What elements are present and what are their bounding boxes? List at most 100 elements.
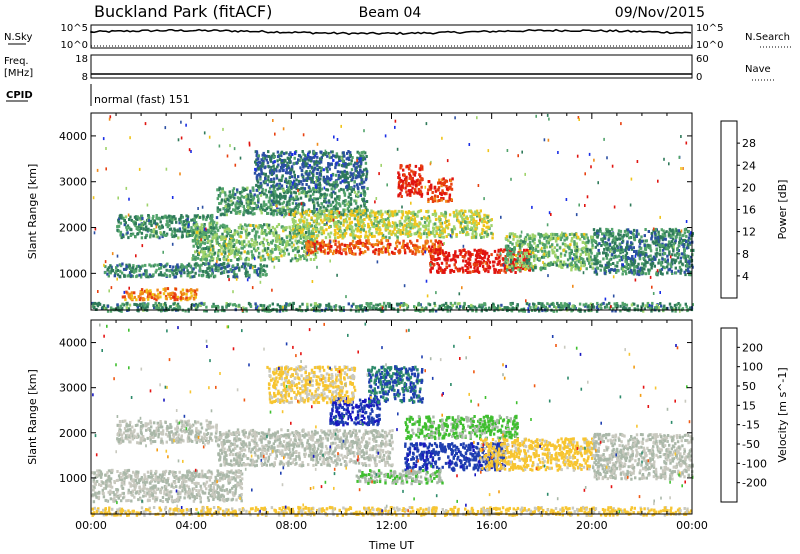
echo-pixel — [146, 296, 150, 300]
echo-pixel — [205, 269, 208, 273]
echo-pixel — [461, 229, 465, 233]
nsky-panel-frame — [90, 24, 693, 49]
echo-pixel — [231, 201, 235, 205]
echo-pixel — [269, 255, 273, 259]
echo-pixel — [567, 304, 570, 307]
echo-pixel — [533, 265, 537, 269]
echo-pixel — [364, 211, 368, 215]
echo-pixel — [538, 239, 541, 243]
echo-pixel — [133, 295, 136, 299]
echo-pixel — [229, 268, 232, 272]
echo-pixel — [423, 215, 426, 219]
echo-pixel — [204, 247, 207, 250]
echo-pixel — [466, 309, 470, 313]
echo-pixel — [282, 253, 286, 257]
echo-pixel — [368, 233, 371, 237]
echo-pixel — [236, 258, 239, 261]
echo-pixel — [399, 224, 402, 228]
echo-pixel — [135, 265, 139, 269]
echo-pixel — [481, 252, 485, 256]
echo-pixel — [596, 301, 599, 305]
echo-pixel — [518, 254, 521, 258]
echo-pixel — [316, 242, 319, 246]
echo-pixel — [369, 211, 372, 215]
echo-pixel — [118, 307, 122, 311]
echo-pixel — [321, 209, 324, 213]
echo-pixel — [439, 269, 443, 273]
echo-pixel — [450, 307, 453, 311]
echo-pixel — [293, 213, 296, 217]
echo-pixel — [266, 246, 270, 250]
echo-pixel — [419, 174, 422, 178]
echo-pixel — [522, 307, 526, 311]
echo-pixel — [396, 239, 399, 243]
echo-pixel — [119, 230, 123, 234]
echo-pixel — [459, 230, 462, 234]
echo-pixel — [178, 221, 181, 225]
echo-pixel — [570, 309, 573, 313]
echo-pixel — [324, 206, 328, 210]
echo-pixel — [523, 261, 526, 265]
echo-pixel — [194, 258, 197, 262]
echo-pixel — [287, 210, 291, 214]
echo-pixel — [166, 287, 170, 291]
echo-pixel — [344, 208, 347, 212]
echo-pixel — [325, 208, 328, 212]
echo-pixel — [289, 302, 292, 306]
echo-pixel — [196, 303, 199, 307]
echo-pixel — [414, 252, 417, 256]
echo-pixel — [215, 262, 218, 266]
echo-pixel — [397, 176, 400, 179]
echo-pixel — [236, 252, 239, 256]
echo-pixel — [233, 229, 237, 233]
echo-pixel — [444, 306, 447, 310]
echo-pixel — [442, 269, 446, 273]
echo-pixel — [262, 273, 265, 277]
echo-pixel — [207, 262, 210, 266]
nave-label: Nave — [745, 64, 771, 75]
echo-pixel — [190, 291, 193, 295]
echo-pixel — [433, 234, 437, 238]
echo-pixel — [159, 295, 162, 299]
echo-pixel — [433, 301, 436, 305]
echo-pixel — [443, 191, 446, 195]
echo-pixel — [259, 193, 263, 197]
echo-pixel — [179, 220, 183, 224]
echo-pixel — [353, 199, 356, 203]
echo-pixel — [212, 248, 215, 252]
echo-pixel — [423, 220, 427, 224]
echo-pixel — [439, 246, 442, 250]
echo-pixel — [181, 265, 184, 269]
echo-pixel — [230, 203, 233, 207]
echo-pixel — [591, 266, 595, 270]
echo-pixel — [406, 235, 410, 238]
echo-pixel — [313, 206, 316, 209]
echo-pixel — [106, 309, 110, 313]
echo-pixel — [141, 217, 144, 220]
echo-pixel — [436, 188, 439, 192]
echo-pixel — [513, 233, 517, 237]
echo-pixel — [513, 247, 516, 251]
echo-pixel — [207, 273, 210, 277]
echo-pixel — [396, 235, 399, 239]
echo-pixel — [257, 225, 260, 229]
echo-pixel — [313, 209, 316, 213]
echo-pixel — [221, 212, 225, 216]
echo-pixel — [350, 209, 353, 213]
echo-pixel — [259, 263, 262, 267]
echo-pixel — [462, 213, 466, 217]
echo-pixel — [542, 255, 546, 259]
echo-pixel — [350, 242, 353, 246]
echo-pixel — [284, 190, 288, 194]
echo-pixel — [353, 214, 356, 218]
echo-pixel — [375, 227, 378, 231]
echo-pixel — [459, 305, 462, 308]
echo-pixel — [126, 274, 129, 278]
echo-pixel — [157, 292, 160, 296]
echo-pixel — [514, 263, 518, 267]
echo-pixel — [375, 243, 378, 246]
echo-pixel — [236, 196, 240, 200]
echo-pixel — [582, 264, 586, 268]
echo-pixel — [225, 304, 228, 308]
echo-pixel — [537, 302, 541, 305]
